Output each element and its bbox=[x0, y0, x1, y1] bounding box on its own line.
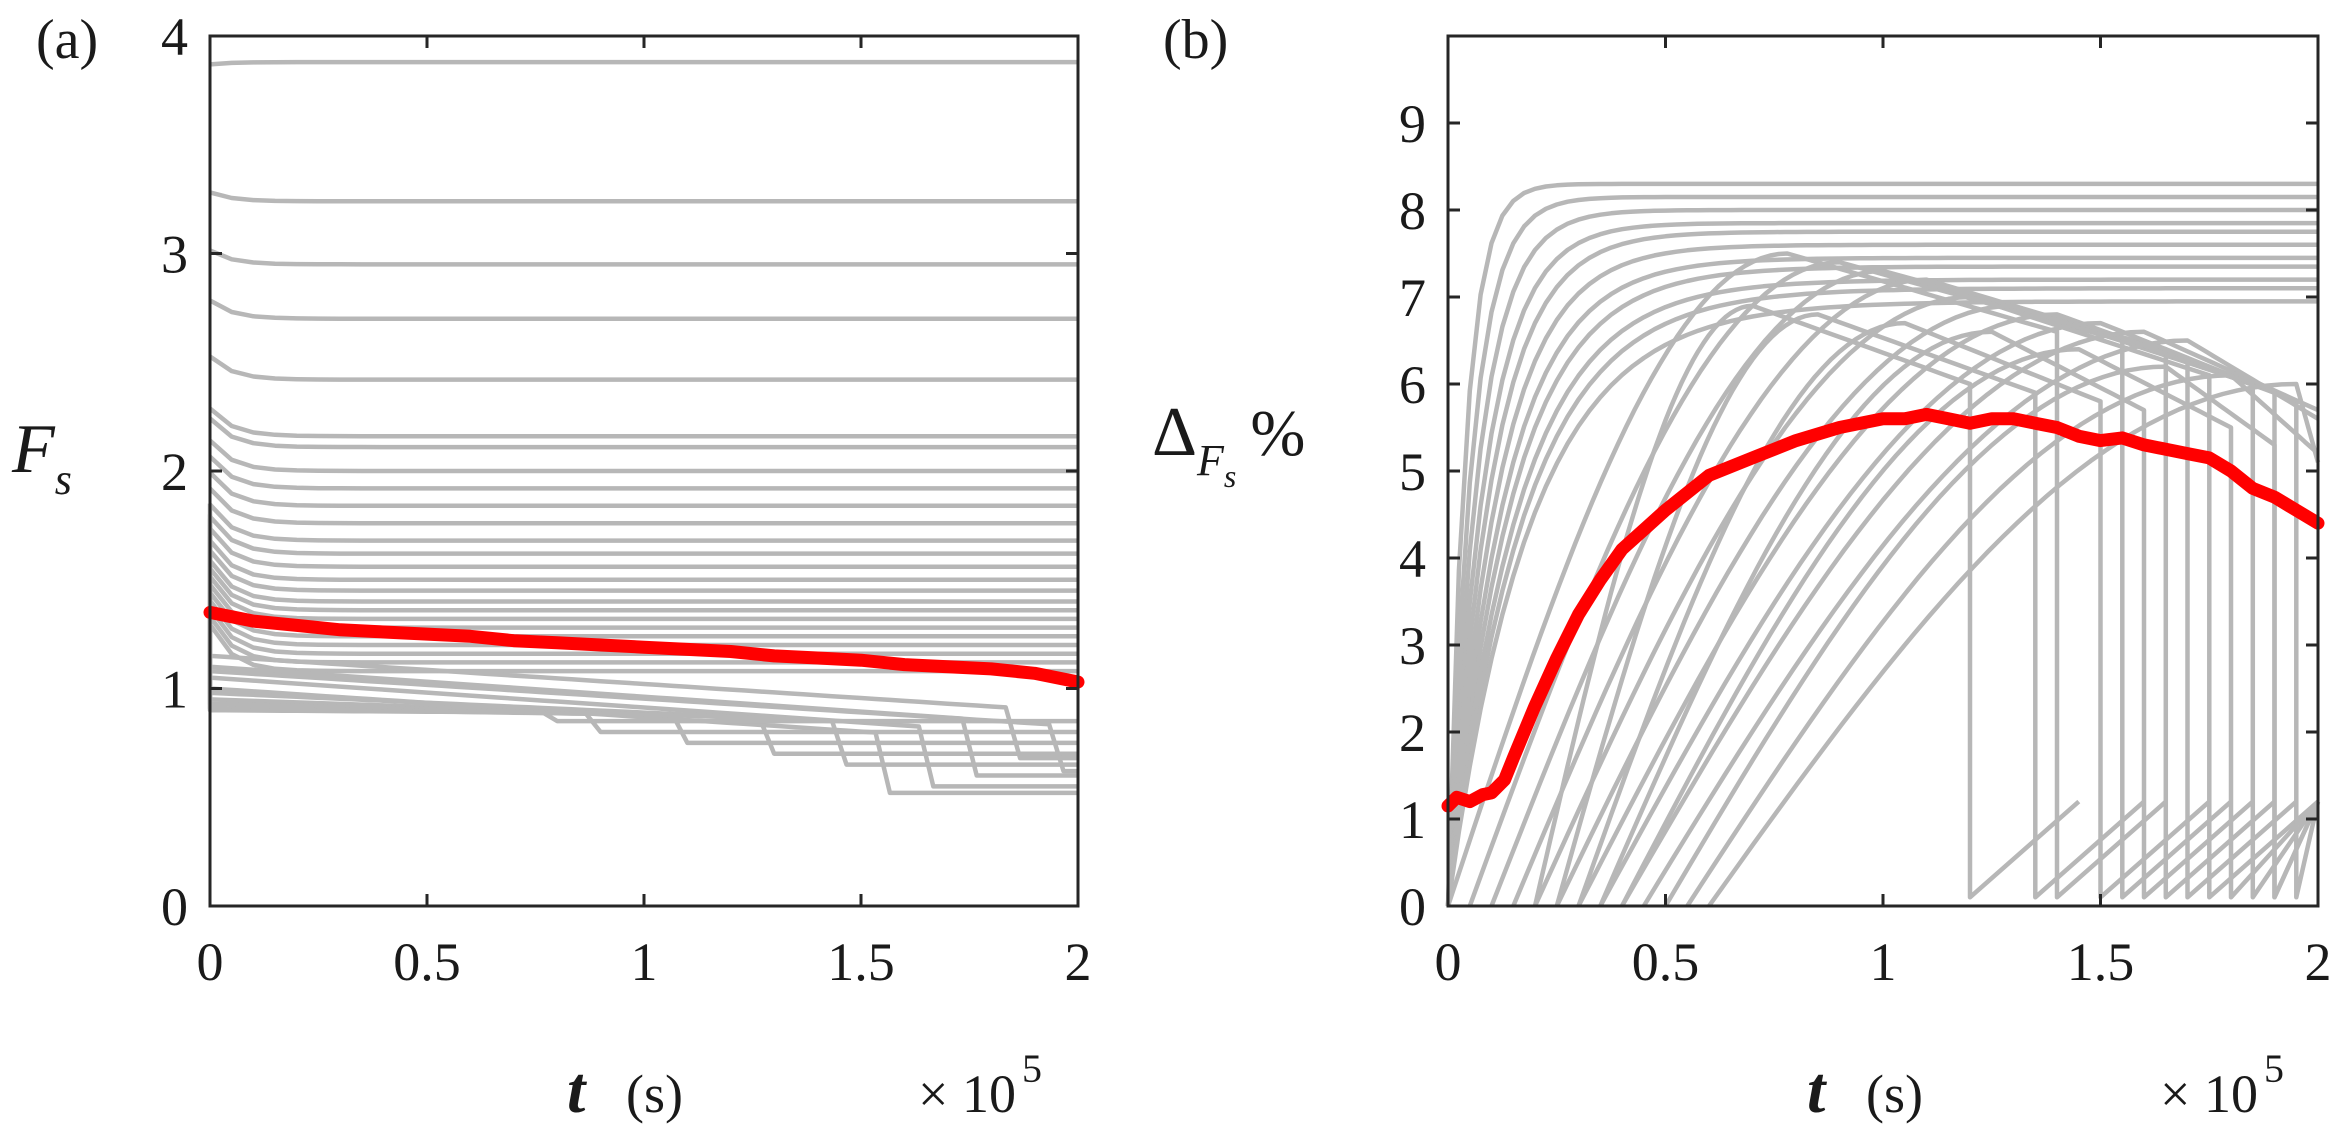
sample-curve bbox=[208, 416, 1078, 450]
mean-series-line bbox=[1441, 407, 2325, 813]
sample-curve bbox=[1445, 264, 2318, 907]
panel-b-xlabel: t bbox=[1807, 1054, 1827, 1127]
y-tick-label: 4 bbox=[161, 7, 188, 67]
panel-b-tick-labels: 0 0.5 1 1.5 2 0 1 2 3 4 5 6 7 8 9 bbox=[1399, 94, 2330, 992]
x-tick-label: 2 bbox=[1065, 932, 1092, 992]
x-tick-label: 0 bbox=[197, 932, 224, 992]
sample-curve bbox=[209, 190, 1078, 204]
sample-curve bbox=[1663, 364, 2321, 908]
sample-curve bbox=[208, 559, 1078, 604]
sample-curve bbox=[1445, 255, 2318, 907]
panel-a: 0 0.5 1 1.5 2 0 1 2 3 4 (a) Fs t (s) × 10 5 bbox=[11, 7, 1092, 1127]
sample-curve bbox=[207, 558, 1078, 724]
sample-curve bbox=[208, 438, 1078, 474]
panel-b: 0 0.5 1 1.5 2 0 1 2 3 4 5 6 7 8 9 (b) ΔFs% t (s) × 10 5 bbox=[1152, 9, 2330, 1127]
y-tick-label: 0 bbox=[161, 877, 188, 937]
sample-curve bbox=[1532, 303, 2081, 907]
sample-curve bbox=[1554, 312, 2146, 907]
sample-curve bbox=[208, 487, 1078, 526]
sample-curve bbox=[208, 298, 1078, 322]
sample-curve bbox=[209, 59, 1078, 67]
panel-a-label: (a) bbox=[36, 9, 98, 71]
sample-curve bbox=[208, 515, 1078, 556]
sample-curve bbox=[1554, 303, 2320, 907]
sample-curve bbox=[208, 567, 1078, 613]
sample-curve bbox=[208, 454, 1078, 491]
panel-a-x-multiplier: × 10 5 bbox=[918, 1046, 1042, 1124]
y-tick-label: 1 bbox=[161, 660, 188, 720]
sample-curve bbox=[207, 525, 1078, 789]
y-tick-label: 7 bbox=[1399, 268, 1426, 328]
panel-a-sample-curves bbox=[207, 59, 1078, 796]
y-tick-label: 2 bbox=[161, 442, 188, 502]
sample-curve bbox=[1620, 329, 2319, 908]
sample-curve bbox=[208, 575, 1078, 622]
x-tick-label: 0.5 bbox=[393, 932, 461, 992]
sample-curve bbox=[208, 470, 1078, 509]
panel-b-label: (b) bbox=[1163, 9, 1228, 71]
sample-curve bbox=[207, 503, 1078, 761]
y-tick-label: 8 bbox=[1399, 181, 1426, 241]
sample-curve bbox=[1445, 181, 2318, 907]
sample-curve bbox=[208, 503, 1078, 543]
sample-curve bbox=[208, 406, 1078, 439]
mean-series-line bbox=[203, 605, 1085, 689]
sample-curve bbox=[208, 539, 1078, 583]
y-tick-label: 3 bbox=[161, 225, 188, 285]
y-tick-label: 6 bbox=[1399, 355, 1426, 415]
sample-curve bbox=[1445, 194, 2318, 907]
sample-curve bbox=[1445, 207, 2318, 907]
x-tick-label: 0.5 bbox=[1632, 932, 1700, 992]
sample-curve bbox=[208, 549, 1078, 593]
y-tick-label: 5 bbox=[1399, 442, 1426, 502]
sample-curve bbox=[209, 248, 1078, 267]
panel-a-tick-labels: 0 0.5 1 1.5 2 0 1 2 3 4 bbox=[161, 7, 1092, 992]
panel-b-mean-curve bbox=[1441, 407, 2325, 813]
panel-a-ylabel: Fs bbox=[11, 411, 72, 504]
y-tick-label: 3 bbox=[1399, 616, 1426, 676]
y-tick-label: 9 bbox=[1399, 94, 1426, 154]
panel-a-ticks bbox=[208, 34, 1080, 908]
sample-curve bbox=[207, 518, 1078, 774]
y-tick-label: 2 bbox=[1399, 703, 1426, 763]
x-tick-label: 1 bbox=[631, 932, 658, 992]
y-tick-label: 0 bbox=[1399, 877, 1426, 937]
panel-b-sample-curves bbox=[1445, 181, 2321, 908]
sample-curve bbox=[208, 354, 1078, 382]
y-tick-label: 1 bbox=[1399, 790, 1426, 850]
panel-a-xlabel-unit: (s) bbox=[626, 1064, 683, 1124]
sample-curve bbox=[1445, 299, 2318, 907]
x-tick-label: 1.5 bbox=[2067, 932, 2135, 992]
sample-curve bbox=[1445, 229, 2318, 907]
sample-curve bbox=[1598, 320, 2321, 908]
panel-a-mean-curve bbox=[203, 605, 1085, 689]
panel-b-ticks bbox=[1446, 36, 2320, 908]
sample-curve bbox=[1445, 220, 2318, 907]
x-tick-label: 1 bbox=[1870, 932, 1897, 992]
sample-curve bbox=[1576, 312, 2321, 908]
x-tick-label: 2 bbox=[2305, 932, 2330, 992]
sample-curve bbox=[207, 551, 1078, 746]
sample-curve bbox=[1598, 329, 2255, 907]
sample-curve bbox=[1620, 346, 2320, 908]
panel-a-xlabel: t bbox=[567, 1054, 587, 1127]
sample-curve bbox=[1707, 381, 2321, 908]
sample-curve bbox=[208, 527, 1078, 569]
x-tick-label: 0 bbox=[1435, 932, 1462, 992]
x-tick-label: 1.5 bbox=[827, 932, 895, 992]
y-tick-label: 4 bbox=[1399, 529, 1426, 589]
sample-curve bbox=[1576, 320, 2211, 907]
panel-b-ylabel: ΔFs% bbox=[1152, 394, 1305, 494]
sample-curve bbox=[1685, 373, 2320, 908]
sample-curve bbox=[1445, 242, 2318, 907]
panel-b-x-multiplier: × 10 5 bbox=[2160, 1046, 2284, 1124]
panel-b-xlabel-unit: (s) bbox=[1866, 1064, 1923, 1124]
